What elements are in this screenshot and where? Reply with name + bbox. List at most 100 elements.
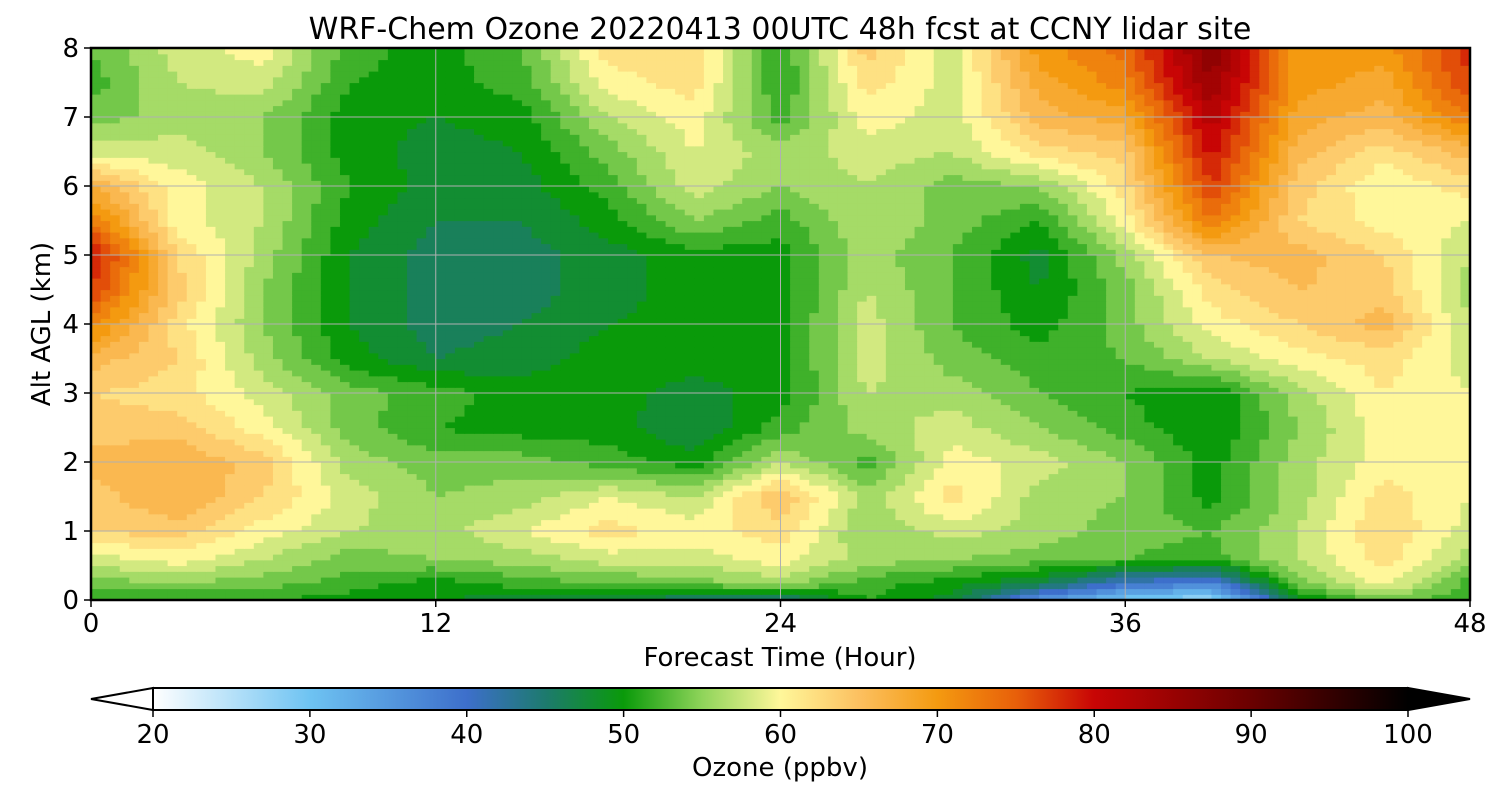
heatmap-cell (1019, 531, 1031, 538)
heatmap-cell (349, 473, 360, 480)
heatmap-cell (1182, 536, 1193, 544)
heatmap-cell (1000, 467, 1011, 475)
heatmap-cell (359, 513, 370, 521)
heatmap-cell (445, 565, 456, 572)
heatmap-cell (1441, 416, 1452, 423)
heatmap-cell (387, 462, 399, 469)
heatmap-cell (148, 462, 159, 469)
heatmap-cell (330, 462, 341, 469)
heatmap-cell (177, 565, 188, 572)
heatmap-cell (378, 427, 389, 434)
heatmap-cell (1000, 571, 1011, 578)
heatmap-cell (378, 496, 389, 503)
heatmap-cell (1316, 450, 1327, 457)
heatmap-cell (876, 410, 887, 417)
heatmap-cell (627, 479, 638, 486)
heatmap-cell (1268, 594, 1280, 600)
heatmap-cell (1134, 450, 1146, 457)
heatmap-cell (349, 594, 360, 600)
heatmap-cell (904, 513, 916, 521)
heatmap-cell (1029, 559, 1040, 567)
heatmap-cell (952, 456, 964, 463)
heatmap-cell (837, 525, 849, 532)
heatmap-cell (1096, 582, 1107, 590)
heatmap-cell (502, 467, 513, 475)
heatmap-cell (426, 421, 437, 429)
heatmap-cell (665, 410, 676, 417)
heatmap-cell (158, 577, 169, 584)
heatmap-cell (253, 502, 264, 509)
heatmap-cell (215, 542, 226, 549)
heatmap-cell (742, 548, 753, 555)
heatmap-cell (349, 456, 360, 463)
heatmap-cell (186, 410, 197, 417)
heatmap-cell (904, 577, 916, 584)
heatmap-cell (646, 467, 657, 475)
heatmap-cell (617, 502, 628, 509)
heatmap-cell (330, 490, 341, 498)
heatmap-cell (330, 554, 341, 561)
heatmap-cell (742, 571, 753, 578)
heatmap-cell (617, 473, 628, 480)
heatmap-cell (818, 462, 829, 469)
heatmap-cell (608, 571, 619, 578)
heatmap-cell (215, 479, 226, 486)
heatmap-cell (1010, 421, 1021, 429)
heatmap-cell (588, 508, 600, 515)
heatmap-cell (330, 450, 341, 457)
heatmap-cell (483, 404, 494, 411)
heatmap-cell (876, 565, 887, 572)
heatmap-cell (445, 444, 456, 452)
heatmap-cell (426, 582, 437, 590)
heatmap-cell (1393, 467, 1404, 475)
heatmap-cell (962, 531, 973, 538)
heatmap-cell (933, 398, 944, 406)
heatmap-cell (866, 571, 877, 578)
heatmap-cell (656, 473, 667, 480)
heatmap-cell (100, 485, 111, 492)
heatmap-cell (541, 404, 552, 411)
heatmap-cell (598, 490, 609, 498)
heatmap-cell (1249, 439, 1260, 446)
heatmap-cell (330, 416, 341, 423)
heatmap-cell (1345, 531, 1356, 538)
heatmap-cell (770, 531, 782, 538)
heatmap-cell (253, 496, 264, 503)
heatmap-cell (1240, 525, 1251, 532)
heatmap-cell (244, 479, 255, 486)
heatmap-cell (244, 467, 255, 475)
heatmap-cell (378, 571, 389, 578)
heatmap-cell (1288, 467, 1299, 475)
heatmap-cell (1240, 542, 1251, 549)
heatmap-cell (876, 508, 887, 515)
heatmap-cell (282, 444, 293, 452)
heatmap-cell (703, 565, 715, 572)
heatmap-cell (837, 462, 849, 469)
heatmap-cell (876, 519, 887, 526)
heatmap-cell (962, 398, 973, 406)
heatmap-cell (924, 594, 935, 600)
heatmap-cell (1335, 571, 1347, 578)
heatmap-cell (416, 525, 427, 532)
heatmap-cell (407, 467, 418, 475)
heatmap-cell (129, 565, 140, 572)
heatmap-cell (780, 485, 791, 492)
heatmap-cell (560, 416, 571, 423)
heatmap-cell (100, 542, 111, 549)
heatmap-cell (1412, 473, 1423, 480)
heatmap-cell (320, 421, 332, 429)
heatmap-cell (464, 450, 475, 457)
heatmap-cell (1211, 536, 1222, 544)
heatmap-cell (981, 594, 992, 600)
heatmap-cell (713, 416, 724, 423)
heatmap-cell (684, 582, 695, 590)
heatmap-cell (359, 496, 370, 503)
heatmap-cell (483, 427, 494, 434)
heatmap-cell (1422, 421, 1433, 429)
heatmap-cell (1240, 490, 1251, 498)
heatmap-cell (205, 410, 217, 417)
heatmap-cell (205, 467, 217, 475)
heatmap-cell (1173, 594, 1184, 600)
heatmap-cell (1153, 594, 1165, 600)
heatmap-cell (809, 571, 820, 578)
